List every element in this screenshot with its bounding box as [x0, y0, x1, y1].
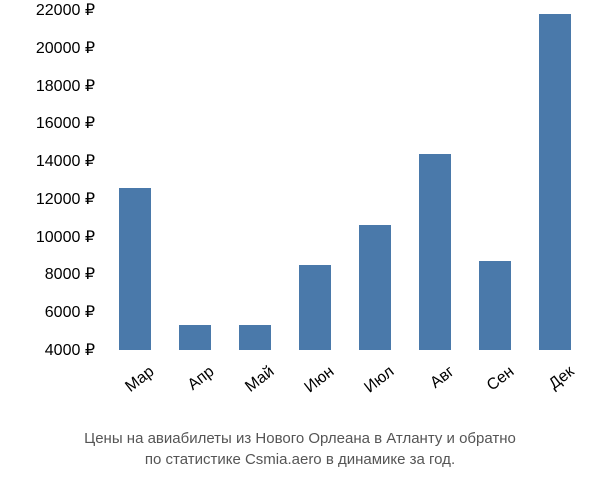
bar [359, 225, 390, 350]
y-tick-label: 18000 ₽ [36, 76, 95, 96]
x-tick-label: Мар [115, 363, 158, 402]
price-chart: 4000 ₽ 6000 ₽ 8000 ₽ 10000 ₽ 12000 ₽ 14000 ₽ 1… [10, 10, 590, 390]
y-tick-label: 8000 ₽ [45, 264, 95, 284]
y-tick-label: 14000 ₽ [36, 151, 95, 171]
y-tick-label: 4000 ₽ [45, 340, 95, 360]
y-tick-label: 12000 ₽ [36, 189, 95, 209]
x-tick-label: Авг [415, 363, 458, 402]
y-tick-label: 10000 ₽ [36, 227, 95, 247]
x-tick-label: Июн [295, 363, 338, 402]
x-tick-label: Апр [175, 363, 218, 402]
caption-line-2: по статистике Csmia.aero в динамике за г… [145, 451, 455, 468]
bar [539, 14, 570, 350]
chart-caption: Цены на авиабилеты из Нового Орлеана в А… [0, 428, 600, 470]
x-tick-label: Июл [355, 363, 398, 402]
y-tick-label: 20000 ₽ [36, 38, 95, 58]
y-tick-label: 16000 ₽ [36, 113, 95, 133]
y-tick-label: 6000 ₽ [45, 302, 95, 322]
x-tick-label: Дек [535, 363, 578, 402]
bar [299, 265, 330, 350]
bar [119, 188, 150, 350]
y-axis: 4000 ₽6000 ₽8000 ₽10000 ₽12000 ₽14000 ₽1… [10, 10, 100, 350]
bar [419, 154, 450, 350]
x-tick-label: Май [235, 363, 278, 402]
x-tick-label: Сен [475, 363, 518, 402]
bar [179, 325, 210, 350]
bar [239, 325, 270, 350]
caption-line-1: Цены на авиабилеты из Нового Орлеана в А… [84, 430, 516, 447]
plot-area [105, 10, 585, 350]
bar [479, 261, 510, 350]
x-axis: МарАпрМайИюнИюлАвгСенДек [105, 355, 585, 395]
y-tick-label: 22000 ₽ [36, 0, 95, 20]
